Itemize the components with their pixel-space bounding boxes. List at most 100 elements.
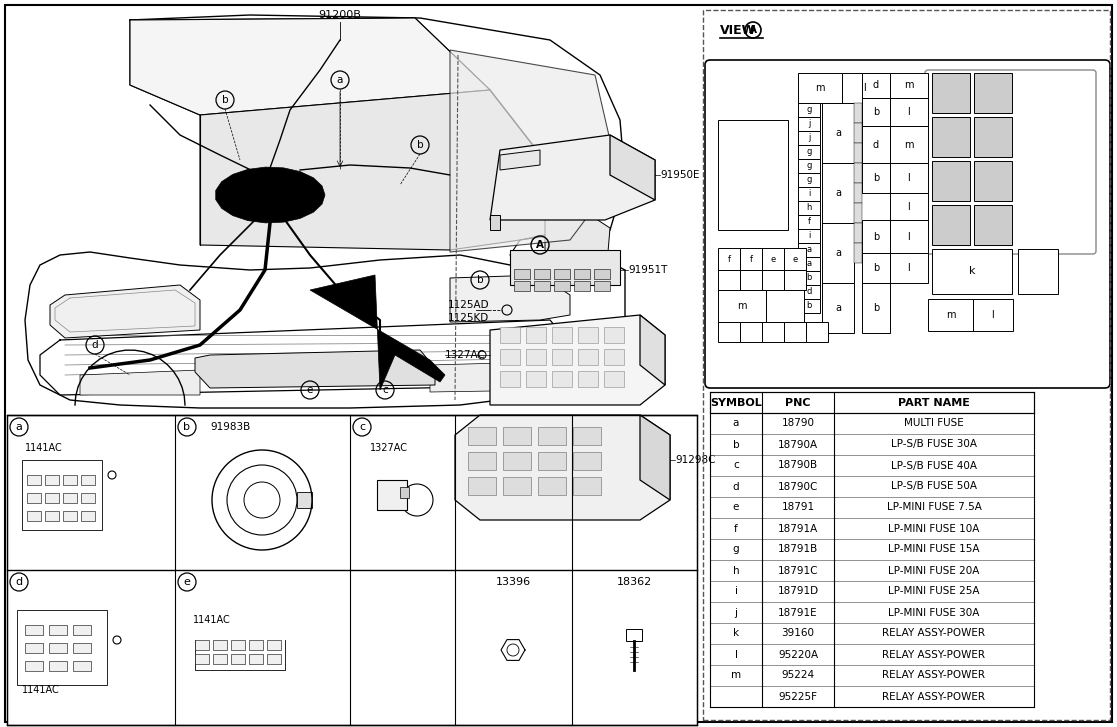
- Polygon shape: [22, 460, 102, 530]
- Text: RELAY ASSY-POWER: RELAY ASSY-POWER: [882, 649, 985, 659]
- Text: j: j: [808, 119, 810, 129]
- Bar: [534, 269, 550, 279]
- Text: k: k: [968, 267, 975, 276]
- Bar: [862, 283, 890, 333]
- Bar: [798, 271, 820, 285]
- Bar: [890, 73, 928, 98]
- Bar: [974, 73, 1012, 113]
- Bar: [552, 371, 572, 387]
- Text: g: g: [806, 105, 812, 114]
- Bar: [718, 270, 739, 290]
- Bar: [855, 223, 862, 243]
- Polygon shape: [450, 275, 570, 322]
- Text: g: g: [806, 175, 812, 185]
- Bar: [82, 475, 95, 485]
- Bar: [27, 475, 41, 485]
- Text: d: d: [16, 577, 22, 587]
- Bar: [718, 248, 739, 270]
- Bar: [604, 371, 624, 387]
- Polygon shape: [50, 285, 200, 338]
- Text: i: i: [808, 190, 810, 198]
- Polygon shape: [610, 135, 655, 200]
- Bar: [249, 654, 262, 664]
- Bar: [27, 511, 41, 521]
- Bar: [855, 243, 862, 263]
- Bar: [855, 123, 862, 143]
- Polygon shape: [297, 492, 312, 508]
- Bar: [574, 269, 590, 279]
- Bar: [73, 625, 90, 635]
- Bar: [503, 452, 531, 470]
- Polygon shape: [130, 18, 490, 115]
- Bar: [890, 126, 928, 163]
- Text: m: m: [905, 140, 914, 150]
- Text: RELAY ASSY-POWER: RELAY ASSY-POWER: [882, 691, 985, 702]
- Bar: [468, 427, 496, 445]
- Text: l: l: [908, 231, 910, 241]
- Bar: [604, 327, 624, 343]
- Bar: [213, 640, 227, 650]
- Bar: [855, 143, 862, 163]
- Bar: [25, 643, 42, 653]
- Polygon shape: [490, 215, 500, 230]
- Bar: [855, 163, 862, 183]
- Text: 18791: 18791: [782, 502, 814, 513]
- Bar: [577, 349, 598, 365]
- Bar: [798, 257, 820, 271]
- Bar: [45, 511, 59, 521]
- Text: k: k: [733, 629, 739, 638]
- Text: 1327AC: 1327AC: [370, 443, 408, 453]
- Bar: [577, 327, 598, 343]
- Text: LP-MINI FUSE 20A: LP-MINI FUSE 20A: [888, 566, 980, 576]
- Polygon shape: [195, 350, 435, 388]
- Text: a: a: [836, 248, 841, 258]
- Text: 1141AC: 1141AC: [22, 685, 59, 695]
- Bar: [798, 117, 820, 131]
- Bar: [718, 120, 787, 230]
- Text: VIEW: VIEW: [720, 23, 756, 36]
- Text: c: c: [359, 422, 365, 432]
- Text: b: b: [221, 95, 228, 105]
- Bar: [552, 327, 572, 343]
- Bar: [739, 270, 762, 290]
- Bar: [703, 10, 1110, 720]
- Bar: [503, 427, 531, 445]
- Text: l: l: [992, 310, 994, 320]
- Text: l: l: [908, 263, 910, 273]
- Bar: [573, 477, 601, 495]
- Polygon shape: [25, 15, 626, 408]
- Bar: [822, 103, 855, 163]
- Bar: [574, 281, 590, 291]
- Text: LP-S/B FUSE 30A: LP-S/B FUSE 30A: [891, 440, 977, 449]
- Polygon shape: [311, 275, 445, 390]
- Bar: [928, 299, 973, 331]
- Bar: [526, 371, 546, 387]
- Bar: [855, 183, 862, 203]
- Bar: [784, 270, 806, 290]
- Bar: [784, 248, 806, 270]
- Text: f: f: [734, 523, 738, 534]
- Bar: [231, 654, 245, 664]
- Bar: [534, 281, 550, 291]
- Text: i: i: [808, 231, 810, 241]
- Polygon shape: [626, 629, 642, 641]
- Bar: [890, 98, 928, 126]
- Bar: [932, 161, 970, 201]
- Bar: [932, 205, 970, 245]
- Text: f: f: [808, 217, 811, 227]
- Bar: [974, 161, 1012, 201]
- Text: 18790C: 18790C: [777, 481, 818, 491]
- Text: f: f: [727, 254, 731, 263]
- Bar: [468, 477, 496, 495]
- Text: 91950E: 91950E: [660, 170, 699, 180]
- Text: 18790: 18790: [782, 419, 814, 428]
- Text: m: m: [737, 301, 747, 311]
- Text: RELAY ASSY-POWER: RELAY ASSY-POWER: [882, 670, 985, 680]
- Bar: [526, 349, 546, 365]
- Text: h: h: [733, 566, 739, 576]
- FancyBboxPatch shape: [705, 60, 1110, 388]
- Text: 1327AC: 1327AC: [445, 350, 486, 360]
- Text: g: g: [806, 161, 812, 171]
- Bar: [604, 349, 624, 365]
- Polygon shape: [430, 362, 555, 392]
